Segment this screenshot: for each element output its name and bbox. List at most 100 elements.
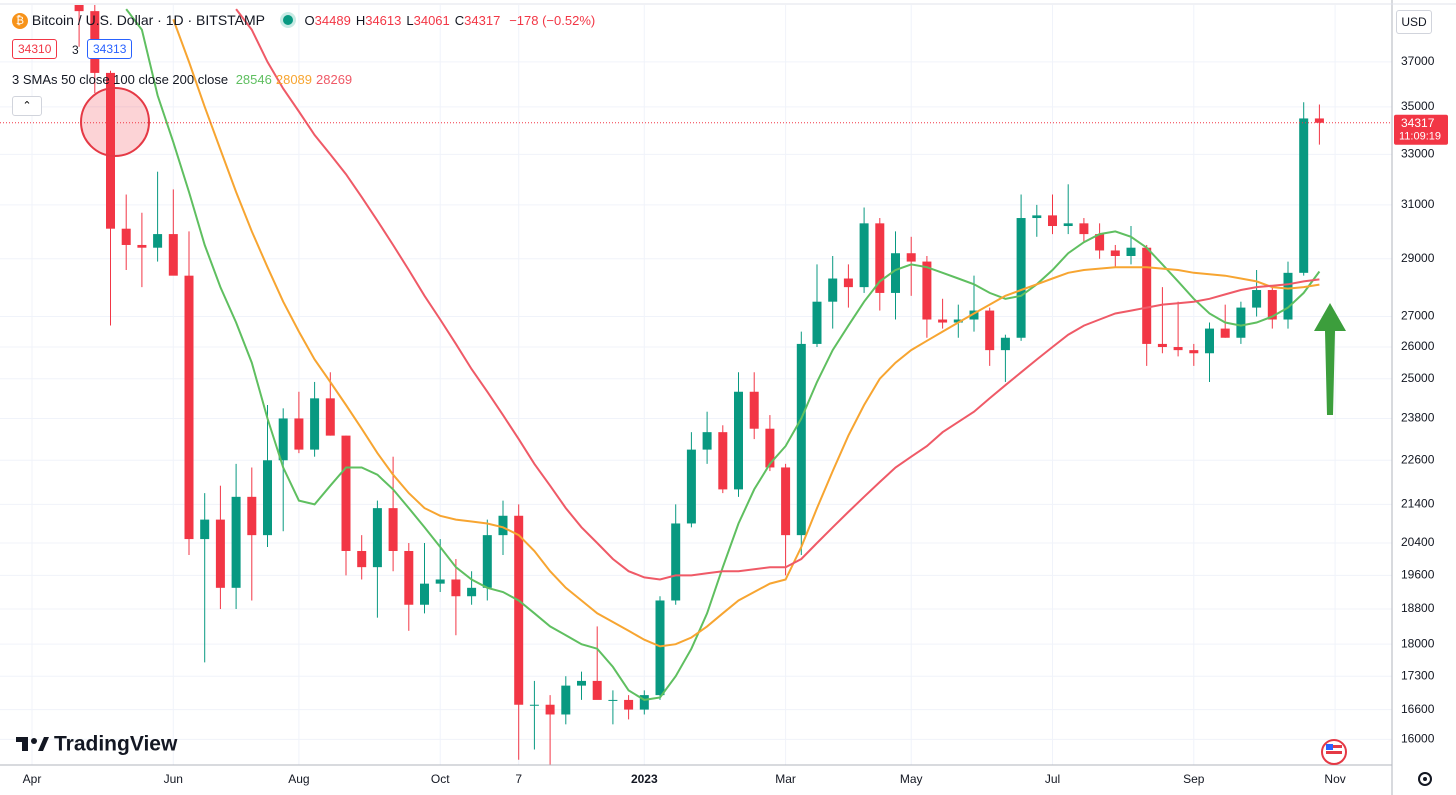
candle-body bbox=[624, 699, 634, 710]
countdown-label: 11:09:19 bbox=[1399, 131, 1441, 143]
candle-body bbox=[608, 699, 618, 701]
candle-body bbox=[1267, 290, 1277, 320]
candle-body bbox=[812, 301, 822, 344]
y-tick-label: 16600 bbox=[1401, 702, 1435, 716]
y-tick-label: 29000 bbox=[1401, 251, 1435, 265]
sell-price[interactable]: 34310 bbox=[12, 39, 58, 59]
candle-body bbox=[137, 244, 147, 248]
candle-body bbox=[74, 5, 84, 12]
logo-icon bbox=[38, 737, 49, 751]
candle-body bbox=[404, 550, 414, 605]
flag-icon bbox=[1321, 739, 1347, 765]
candle-body bbox=[938, 319, 948, 323]
candle-body bbox=[498, 515, 508, 536]
ohlc-label: O bbox=[304, 13, 315, 28]
sma-line bbox=[235, 8, 1320, 581]
buy-price[interactable]: 34313 bbox=[87, 39, 133, 59]
last-price-label: 34317 bbox=[1401, 116, 1435, 130]
candle-body bbox=[247, 496, 257, 536]
candle-body bbox=[153, 234, 163, 248]
candle-body bbox=[435, 579, 445, 584]
y-tick-label: 33000 bbox=[1401, 147, 1435, 161]
market-status bbox=[282, 15, 293, 25]
flag-stripe bbox=[1326, 745, 1342, 748]
candle-body bbox=[514, 515, 524, 705]
y-tick-label: 19600 bbox=[1401, 568, 1435, 582]
indicator-title: 3 SMAs 50 close 100 close 200 close bbox=[12, 72, 229, 87]
x-tick-label: Jun bbox=[164, 772, 183, 786]
x-tick-label: Nov bbox=[1324, 772, 1345, 786]
candle-body bbox=[231, 496, 241, 588]
candle-body bbox=[325, 398, 335, 436]
candle-body bbox=[200, 519, 210, 540]
indicator-value: 28546 bbox=[235, 72, 272, 87]
candle-body bbox=[1283, 272, 1293, 320]
candle-body bbox=[168, 234, 178, 276]
ohlc-values: O34489 H34613 L34061 C34317 bbox=[305, 13, 506, 28]
logo-icon bbox=[31, 738, 37, 744]
candle-body bbox=[1299, 118, 1309, 273]
candle-body bbox=[1314, 118, 1324, 123]
candle-body bbox=[639, 695, 649, 710]
candle-body bbox=[671, 523, 681, 601]
sma-line bbox=[172, 19, 1320, 648]
candle-body bbox=[969, 310, 979, 320]
candle-body bbox=[467, 587, 477, 597]
candle-body bbox=[1032, 215, 1042, 219]
x-tick-label: 7 bbox=[515, 772, 522, 786]
candle-body bbox=[341, 435, 351, 551]
ohlc-label: C bbox=[454, 13, 465, 28]
ohlc-label: L bbox=[406, 13, 414, 28]
collapse-button[interactable]: ⌃ bbox=[12, 96, 42, 116]
candle-body bbox=[106, 72, 115, 229]
y-tick-label: 27000 bbox=[1401, 309, 1435, 323]
candle-body bbox=[184, 275, 194, 540]
settings-icon[interactable] bbox=[1418, 772, 1432, 786]
symbol-title: Bitcoin / U.S. Dollar · 1D · BITSTAMP bbox=[31, 12, 265, 28]
candle-body bbox=[592, 680, 602, 700]
y-tick-label: 18000 bbox=[1401, 636, 1435, 650]
x-tick-label: Aug bbox=[288, 772, 309, 786]
candle-body bbox=[1095, 234, 1105, 251]
candle-body bbox=[1000, 337, 1010, 351]
candle-body bbox=[451, 579, 461, 597]
x-tick-label: Mar bbox=[775, 772, 796, 786]
candle-body bbox=[121, 228, 131, 245]
ohlc-value: 34061 bbox=[413, 13, 450, 28]
price-change: −178 (−0.52%) bbox=[509, 13, 596, 28]
candle-body bbox=[891, 253, 900, 293]
bitcoin-icon: ₿ bbox=[12, 13, 28, 30]
up-arrow bbox=[1314, 303, 1346, 415]
candle-body bbox=[734, 391, 743, 490]
y-tick-label: 37000 bbox=[1401, 54, 1435, 68]
candle-body bbox=[1079, 223, 1089, 235]
candle-body bbox=[215, 519, 225, 588]
candle-body bbox=[529, 704, 539, 706]
flag-stripe bbox=[1326, 751, 1342, 754]
indicator-values: 28546 28089 28269 bbox=[232, 72, 352, 87]
logo: TradingView bbox=[16, 733, 178, 756]
y-tick-label: 23800 bbox=[1401, 411, 1435, 425]
candle-body bbox=[1205, 328, 1214, 354]
x-tick-label: Oct bbox=[431, 772, 450, 786]
indicator-value: 28089 bbox=[275, 72, 313, 87]
ohlc-value: 34317 bbox=[464, 13, 501, 28]
settings-icon[interactable] bbox=[1423, 777, 1427, 781]
candle-body bbox=[388, 508, 398, 551]
candle-body bbox=[1142, 247, 1152, 344]
y-tick-label: 16000 bbox=[1401, 732, 1435, 746]
plot-area bbox=[0, 5, 1392, 765]
ohlc-label: H bbox=[355, 13, 366, 28]
settings-button[interactable] bbox=[1418, 772, 1432, 786]
ohlc-value: 34613 bbox=[365, 13, 402, 28]
currency-button[interactable]: USD bbox=[1396, 10, 1432, 34]
candle-body bbox=[749, 391, 759, 429]
last-price-box bbox=[1394, 114, 1448, 145]
candle-body bbox=[482, 535, 492, 588]
x-tick-label: Jul bbox=[1045, 772, 1060, 786]
highlight-circle bbox=[80, 87, 150, 157]
candle-body bbox=[1252, 290, 1262, 308]
candle-body bbox=[1173, 347, 1183, 351]
